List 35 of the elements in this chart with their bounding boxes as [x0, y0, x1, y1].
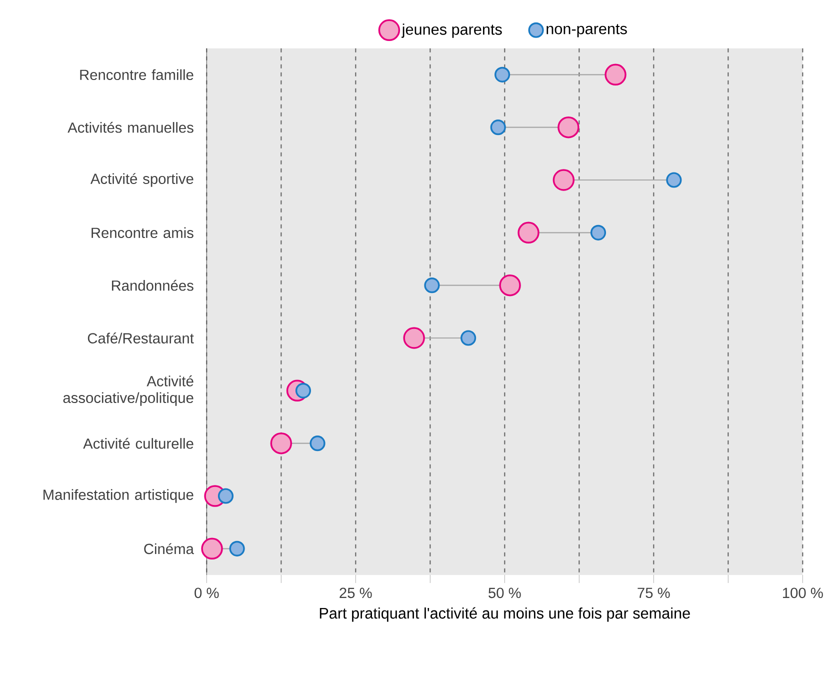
- point: [499, 274, 521, 296]
- legend-label: non-parents: [546, 24, 627, 38]
- point: [229, 540, 245, 556]
- point: [270, 432, 292, 454]
- y-tick-label: Cinéma: [144, 543, 194, 554]
- x-tick-label: 25 %: [340, 588, 372, 598]
- point: [604, 64, 626, 86]
- y-tick-label: Manifestation artistique: [44, 489, 194, 503]
- point: [518, 222, 540, 244]
- point: [494, 66, 510, 82]
- x-tick-label: 75 %: [638, 588, 670, 598]
- point: [666, 172, 682, 188]
- x-axis-title: Part pratiquant l'activité au moins une fois par semaine: [320, 607, 690, 622]
- point: [460, 330, 476, 346]
- y-tick-label: Activité sportive: [90, 173, 194, 187]
- x-tick-label: 0 %: [194, 588, 219, 598]
- point: [590, 224, 606, 240]
- point: [558, 116, 580, 138]
- y-tick-label: Activité culturelle: [83, 438, 194, 449]
- y-tick-label: Randonnées: [112, 280, 194, 291]
- legend-label: jeunes parents: [401, 24, 502, 38]
- point: [218, 488, 234, 504]
- point: [424, 278, 440, 294]
- x-tick-label: 100 %: [782, 588, 823, 598]
- y-tick-label: Café/Restaurant: [88, 332, 194, 344]
- y-tick-label: Rencontre famille: [80, 69, 194, 80]
- y-tick-label: Rencontre amis: [92, 227, 194, 238]
- point: [201, 538, 223, 560]
- y-tick-label: Activités manuelles: [68, 122, 194, 133]
- y-tick-label: Activité associative/politique: [63, 375, 194, 406]
- x-tick-label: 50 %: [488, 588, 521, 598]
- point: [552, 169, 575, 191]
- point: [403, 327, 425, 349]
- point: [490, 120, 506, 136]
- point: [310, 436, 326, 452]
